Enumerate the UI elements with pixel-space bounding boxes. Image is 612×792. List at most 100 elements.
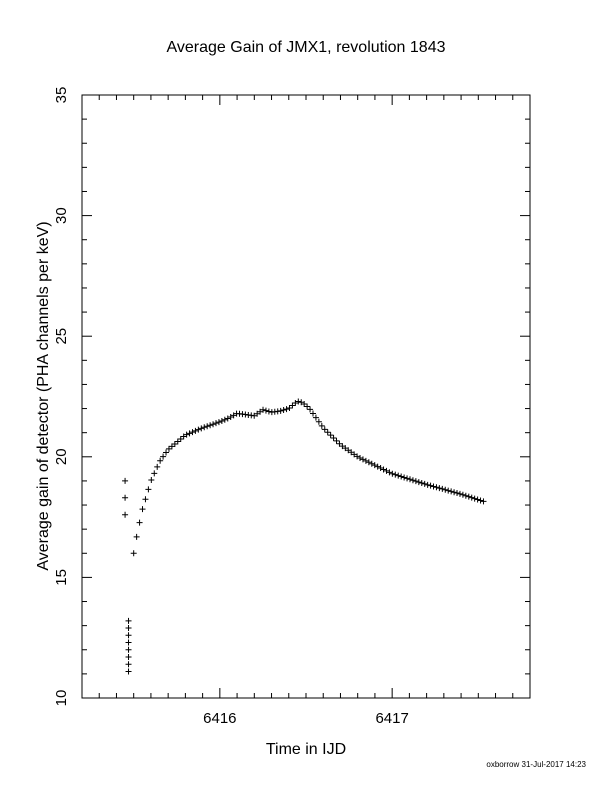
data-point [386,469,393,476]
plot-frame [81,94,531,699]
data-point [122,511,129,518]
chart-title: Average Gain of JMX1, revolution 1843 [167,39,446,56]
data-point [277,407,284,414]
data-point [265,408,272,415]
data-point [327,432,334,439]
data-point [371,462,378,469]
footer-stamp: oxborrow 31-Jul-2017 14:23 [486,760,586,769]
data-point [451,489,458,496]
data-point [136,519,143,526]
data-point [139,506,146,513]
data-point [125,632,132,639]
data-point [195,426,202,433]
data-point [398,473,405,480]
data-point [201,424,208,431]
data-point [448,488,455,495]
data-point [183,431,190,438]
y-axis-label: Average gain of detector (PHA channels p… [35,221,52,570]
data-point [151,470,158,477]
data-point [210,421,217,428]
data-point [404,475,411,482]
axes: 10 15 20 25 30 35 6416 6417 [53,87,531,727]
data-point [218,417,225,424]
data-point [212,420,219,427]
data-point [324,429,331,436]
data-point [260,406,267,413]
data-point [125,625,132,632]
data-point [445,487,452,494]
data-point [157,457,164,464]
data-point [130,550,137,557]
data-point [456,490,463,497]
data-point [412,478,419,485]
data-point [125,646,132,653]
data-point [318,422,325,429]
data-point [401,474,408,481]
data-point [430,483,437,490]
data-point [368,460,375,467]
data-point [160,453,167,460]
y-tick-label: 30 [53,207,70,224]
data-point [436,485,443,492]
data-point [133,533,140,540]
data-point [292,400,299,407]
data-point [280,407,287,414]
data-point [389,470,396,477]
data-point [480,498,487,505]
data-point [125,653,132,660]
y-tick-label: 35 [53,87,70,104]
data-point [471,495,478,502]
data-point [295,398,302,405]
data-point [321,426,328,433]
data-point [421,480,428,487]
data-point [362,457,369,464]
data-point [142,496,149,503]
data-point [315,418,322,425]
y-tick-label: 25 [53,328,70,345]
data-point [312,414,319,421]
data-point [330,434,337,441]
data-point [415,479,422,486]
data-point [304,403,311,410]
data-point [301,400,308,407]
data-point [477,497,484,504]
data-point [392,471,399,478]
data-point [163,449,170,456]
data-point [459,491,466,498]
data-point [439,485,446,492]
data-point [148,477,155,484]
data-point [377,465,384,472]
data-point [125,661,132,668]
y-tick-label: 10 [53,690,70,707]
data-point [357,454,364,461]
data-point [333,437,340,444]
data-point [125,668,132,675]
data-point [125,617,132,624]
y-tick-label: 15 [53,569,70,586]
x-axis-label: Time in IJD [266,741,346,758]
data-point [468,494,475,501]
data-point [215,419,222,426]
data-point [204,423,211,430]
data-point [359,456,366,463]
data-point [309,410,316,417]
data-point [307,406,314,413]
data-point [418,480,425,487]
data-point [262,407,269,414]
data-point [198,425,205,432]
data-point [154,463,161,470]
data-point [380,466,387,473]
data-point [192,427,199,434]
data-point [186,430,193,437]
data-point [189,429,196,436]
data-point [465,493,472,500]
data-point [427,482,434,489]
data-point [424,481,431,488]
data-point [207,422,214,429]
data-point [125,639,132,646]
data-point [474,496,481,503]
data-point [442,486,449,493]
data-point [221,416,228,423]
data-point [383,467,390,474]
data-marks [122,398,487,675]
